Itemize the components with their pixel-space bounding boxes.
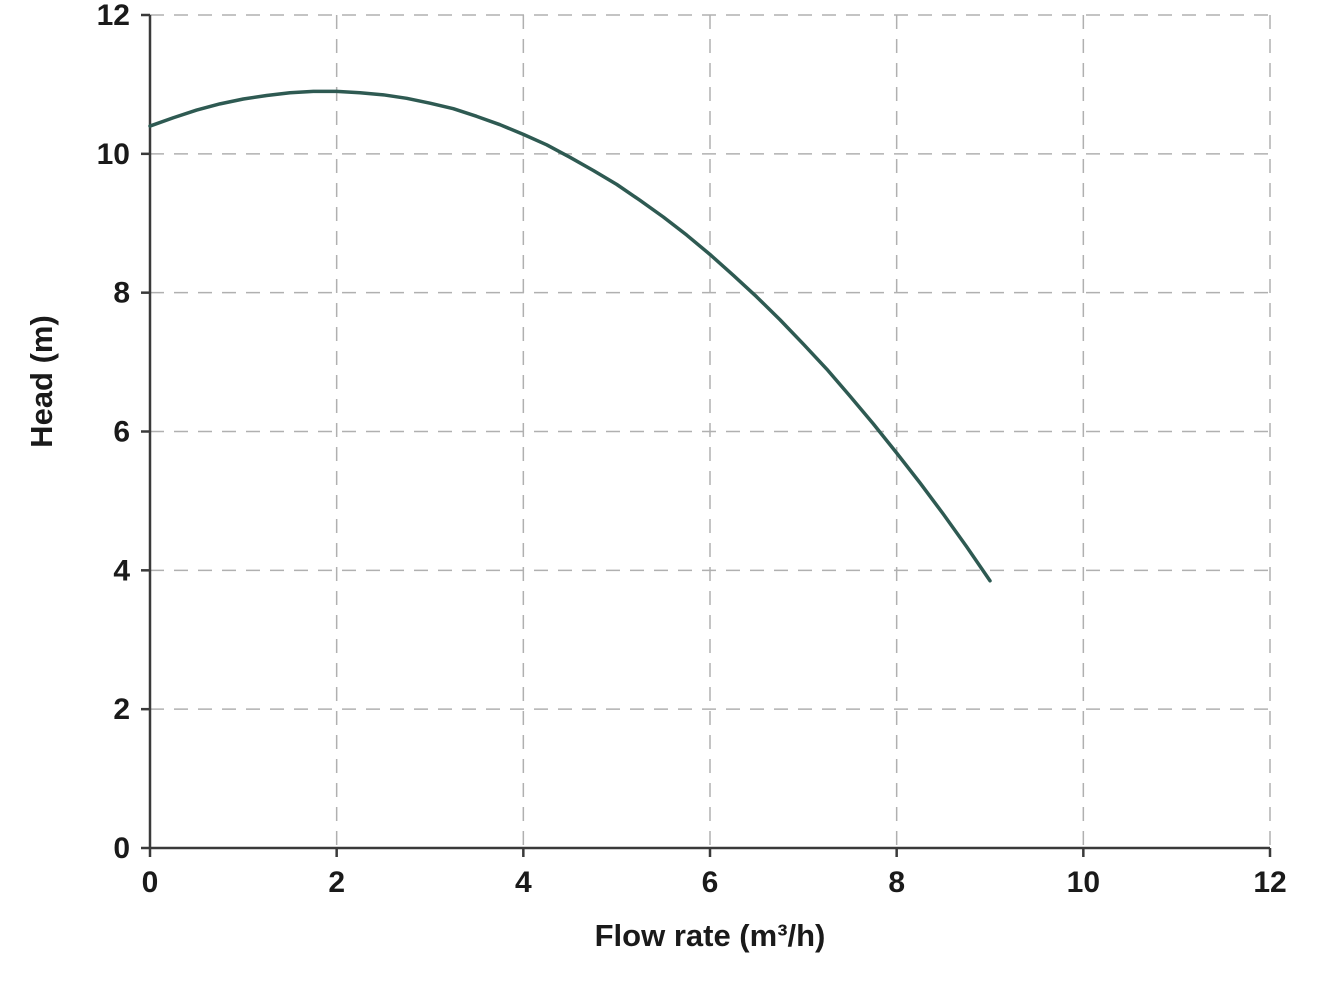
x-tick-label: 10 [1067,866,1100,899]
y-tick-label: 2 [113,693,130,726]
pump-curve-line [148,89,992,583]
x-tick-label: 6 [702,866,719,899]
y-axis-title: Head (m) [24,315,59,448]
x-tick-label: 0 [142,866,159,899]
x-tick-label: 2 [328,866,345,899]
y-tick-label: 0 [113,832,130,865]
y-tick-label: 4 [113,554,130,587]
x-tick-label: 4 [515,866,532,899]
gridlines [150,14,1271,848]
y-tick-label: 10 [97,138,130,171]
x-axis-title: Flow rate (m³/h) [595,918,826,953]
y-tick-label: 12 [97,0,130,32]
x-tick-label: 8 [888,866,905,899]
y-tick-label: 6 [113,416,130,449]
x-tick-label: 12 [1253,866,1286,899]
y-tick-label: 8 [113,277,130,310]
tick-labels: 0 2 4 6 8 10 12 0 2 4 6 8 10 12 [97,0,1287,899]
axes [141,13,1272,857]
